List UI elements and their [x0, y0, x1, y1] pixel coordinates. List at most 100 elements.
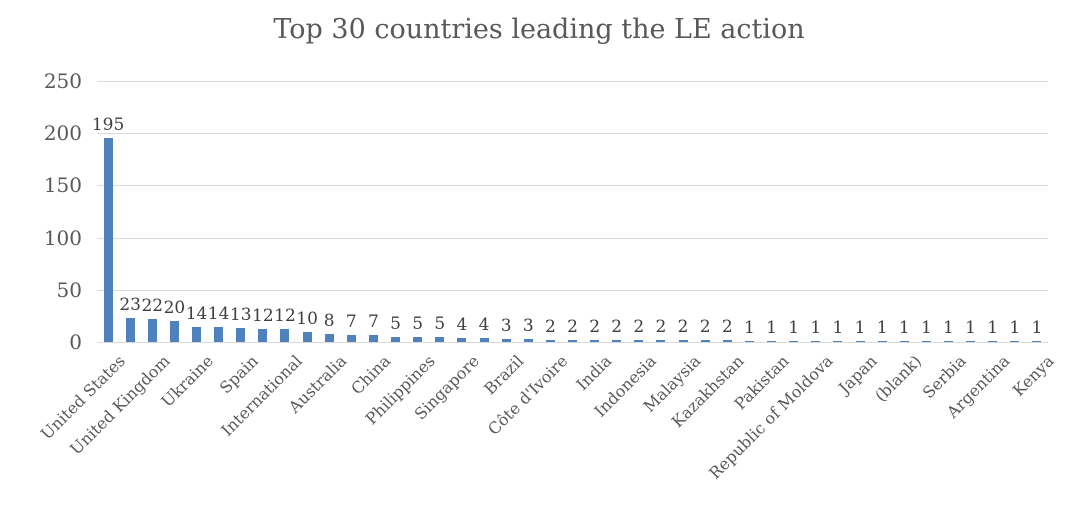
bar-value-label: 10: [296, 308, 318, 329]
bar: [368, 334, 378, 342]
bar-value-label: 3: [522, 315, 534, 336]
bar: [789, 340, 799, 342]
bar-value-label: 12: [252, 306, 274, 327]
bar-value-label: 22: [141, 296, 164, 317]
gridline: [97, 342, 1048, 343]
bar-value-label: 2: [699, 316, 711, 337]
y-tick-label: 250: [43, 69, 82, 93]
bar: [988, 340, 998, 342]
bar: [147, 319, 157, 342]
bar: [413, 336, 423, 342]
bar: [346, 334, 356, 342]
bar-value-label: 2: [655, 316, 667, 337]
bar: [877, 340, 887, 342]
bar: [236, 328, 246, 342]
bar: [634, 339, 644, 342]
gridline: [97, 81, 1048, 82]
bar-value-label: 14: [207, 304, 230, 325]
bar-value-label: 1: [920, 317, 932, 338]
bar-value-label: 12: [274, 306, 296, 327]
bar-value-label: 1: [766, 317, 777, 338]
bar-value-label: 8: [323, 310, 335, 331]
bar: [324, 333, 334, 342]
bar: [258, 329, 268, 342]
bar-value-label: 2: [611, 316, 623, 337]
bar: [656, 339, 666, 342]
bar-value-label: 5: [412, 313, 424, 334]
bar: [722, 339, 732, 342]
gridline: [97, 185, 1048, 187]
bar-value-label: 195: [91, 115, 125, 136]
bar: [1032, 340, 1042, 342]
bar: [391, 336, 401, 342]
bar-value-label: 2: [589, 316, 601, 337]
bar: [501, 338, 511, 342]
bar-value-label: 1: [810, 317, 822, 338]
bar: [899, 340, 909, 342]
bar: [678, 339, 688, 342]
bar: [833, 340, 843, 342]
bar-value-label: 1: [898, 317, 910, 338]
chart-title: Top 30 countries leading the LE action: [273, 14, 805, 45]
bar-value-label: 1: [876, 317, 888, 338]
bar: [811, 340, 821, 342]
bar-value-label: 2: [567, 316, 578, 337]
bar: [435, 336, 445, 342]
bar-value-label: 1: [965, 317, 976, 338]
bar-value-label: 23: [119, 294, 141, 315]
bar: [457, 337, 467, 342]
bar-value-label: 2: [544, 316, 556, 337]
bar: [523, 338, 533, 342]
bar: [590, 339, 600, 342]
bar-value-label: 20: [163, 298, 186, 319]
y-tick-label: 200: [43, 121, 82, 146]
bar: [568, 339, 577, 342]
y-tick-label: 50: [56, 277, 82, 302]
bar-value-label: 4: [478, 314, 490, 335]
gridline: [97, 237, 1048, 239]
y-tick-label: 0: [69, 330, 82, 354]
bar: [479, 337, 489, 342]
bar-value-label: 1: [943, 317, 954, 338]
gridline: [97, 289, 1048, 291]
bar: [169, 321, 179, 342]
bar-value-label: 1: [1009, 317, 1021, 338]
bar-value-label: 1: [832, 317, 844, 338]
bar-value-label: 5: [390, 313, 401, 334]
gridline: [97, 133, 1048, 135]
bar: [103, 138, 113, 342]
bar: [966, 340, 976, 342]
bar: [921, 340, 931, 342]
bar-value-label: 5: [434, 313, 446, 334]
bar-value-label: 1: [788, 317, 800, 338]
x-tick-label: (blank): [870, 351, 925, 406]
bar: [1010, 340, 1020, 342]
x-tick-label: Côte d'Ivoire: [483, 351, 572, 439]
bar: [744, 340, 754, 342]
bar: [192, 327, 202, 342]
y-tick-label: 150: [43, 173, 82, 198]
x-tick-label: Kenya: [1008, 351, 1058, 400]
bar-value-label: 1: [744, 317, 755, 338]
bar: [767, 340, 777, 342]
bar: [302, 331, 312, 342]
bar: [700, 339, 710, 342]
bar-value-label: 1: [1031, 317, 1043, 338]
bar: [943, 340, 953, 342]
y-tick-label: 100: [43, 225, 82, 250]
bar: [855, 340, 865, 342]
bar-value-label: 13: [229, 305, 252, 326]
bar: [545, 339, 555, 342]
bar-value-label: 3: [500, 315, 512, 336]
bar: [280, 329, 290, 342]
bar-value-label: 7: [368, 311, 379, 332]
bar-value-label: 2: [721, 316, 733, 337]
bar: [612, 339, 622, 342]
bar-value-label: 4: [456, 314, 468, 335]
bar-value-label: 2: [677, 316, 689, 337]
bar-value-label: 7: [345, 311, 357, 332]
bar-value-label: 2: [633, 316, 645, 337]
bar-value-label: 14: [185, 304, 208, 325]
bar: [125, 317, 135, 342]
